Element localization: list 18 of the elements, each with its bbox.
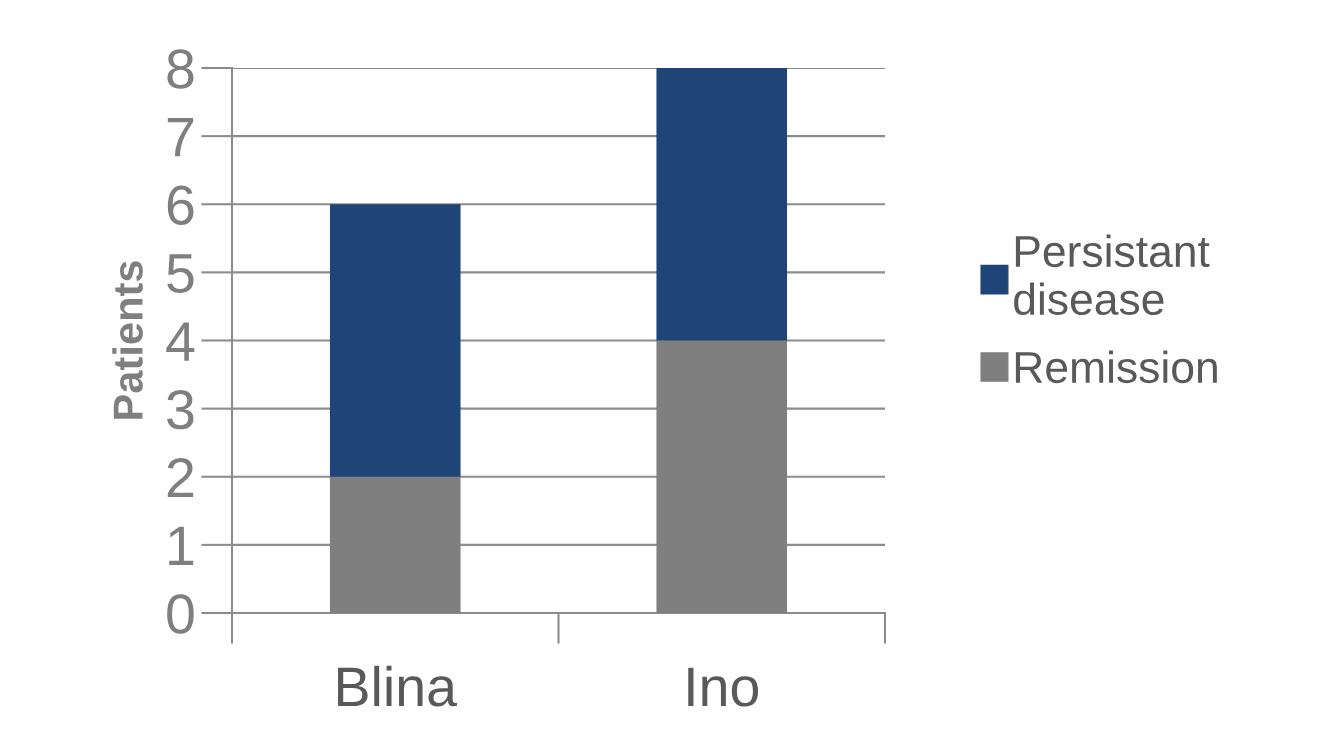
y-tick-label: 5 — [167, 254, 194, 294]
y-axis-title: Patients — [112, 261, 143, 419]
y-tick-label: 3 — [167, 389, 194, 430]
bar — [656, 340, 788, 613]
x-tick-label: Ino — [688, 667, 759, 707]
y-tick-label: 0 — [167, 594, 194, 634]
legend-label: Persistant disease — [1014, 234, 1210, 316]
bar — [656, 68, 788, 341]
y-tick-label: 1 — [169, 526, 194, 566]
y-tick-label: 4 — [166, 322, 195, 361]
y-tick-label: 7 — [167, 118, 194, 157]
legend-label: Remission — [1015, 350, 1217, 384]
y-tick-label: 6 — [167, 185, 194, 225]
y-tick-label: 2 — [167, 458, 194, 497]
bar — [329, 476, 461, 613]
bar — [329, 204, 461, 477]
y-tick-label: 8 — [167, 49, 194, 89]
x-tick-label: Blina — [338, 665, 458, 707]
